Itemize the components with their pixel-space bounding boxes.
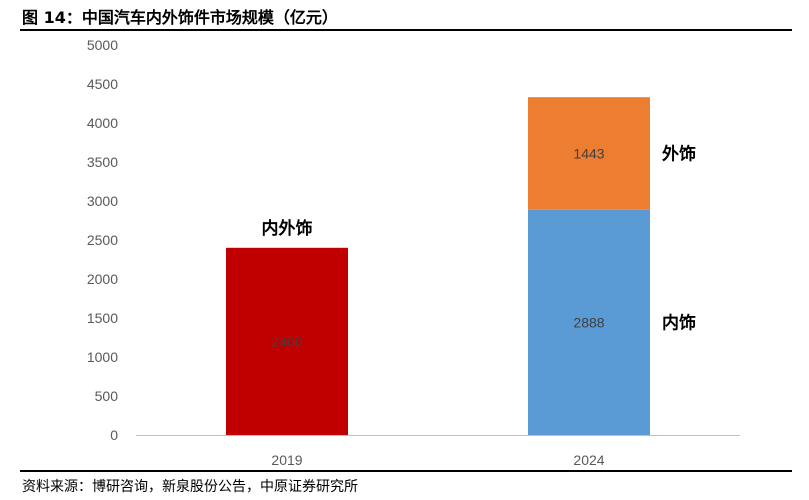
y-tick-label: 2000 <box>87 271 118 287</box>
data-label: 1443 <box>573 145 604 161</box>
y-tick-label: 1500 <box>87 310 118 326</box>
bar-segment <box>528 97 650 210</box>
y-tick-label: 4000 <box>87 115 118 131</box>
top-rule <box>20 29 792 31</box>
bar-segment <box>528 209 650 435</box>
series-label: 内饰 <box>662 312 696 333</box>
y-tick-label: 4500 <box>87 76 118 92</box>
bar-chart: 0 500 1000 1500 2000 2500 3000 3500 4000 4500 5000… <box>87 37 740 468</box>
chart-title: 图 14：中国汽车内外饰件市场规模（亿元） <box>22 8 338 27</box>
data-label: 2888 <box>573 314 604 330</box>
data-label: 2400 <box>271 333 302 349</box>
bar-segment <box>226 247 348 435</box>
bottom-rule <box>20 470 792 472</box>
y-tick-label: 0 <box>110 427 118 443</box>
y-tick-label: 3000 <box>87 193 118 209</box>
y-tick-label: 500 <box>95 388 119 404</box>
y-tick-label: 3500 <box>87 154 118 170</box>
y-tick-label: 2500 <box>87 232 118 248</box>
series-label: 内外饰 <box>262 218 313 239</box>
x-tick-label: 2024 <box>573 452 604 468</box>
source-note: 资料来源：博研咨询，新泉股份公告，中原证券研究所 <box>22 479 358 495</box>
y-tick-label: 1000 <box>87 349 118 365</box>
series-label: 外饰 <box>662 143 696 164</box>
x-tick-label: 2019 <box>271 452 302 468</box>
y-tick-label: 5000 <box>87 37 118 53</box>
